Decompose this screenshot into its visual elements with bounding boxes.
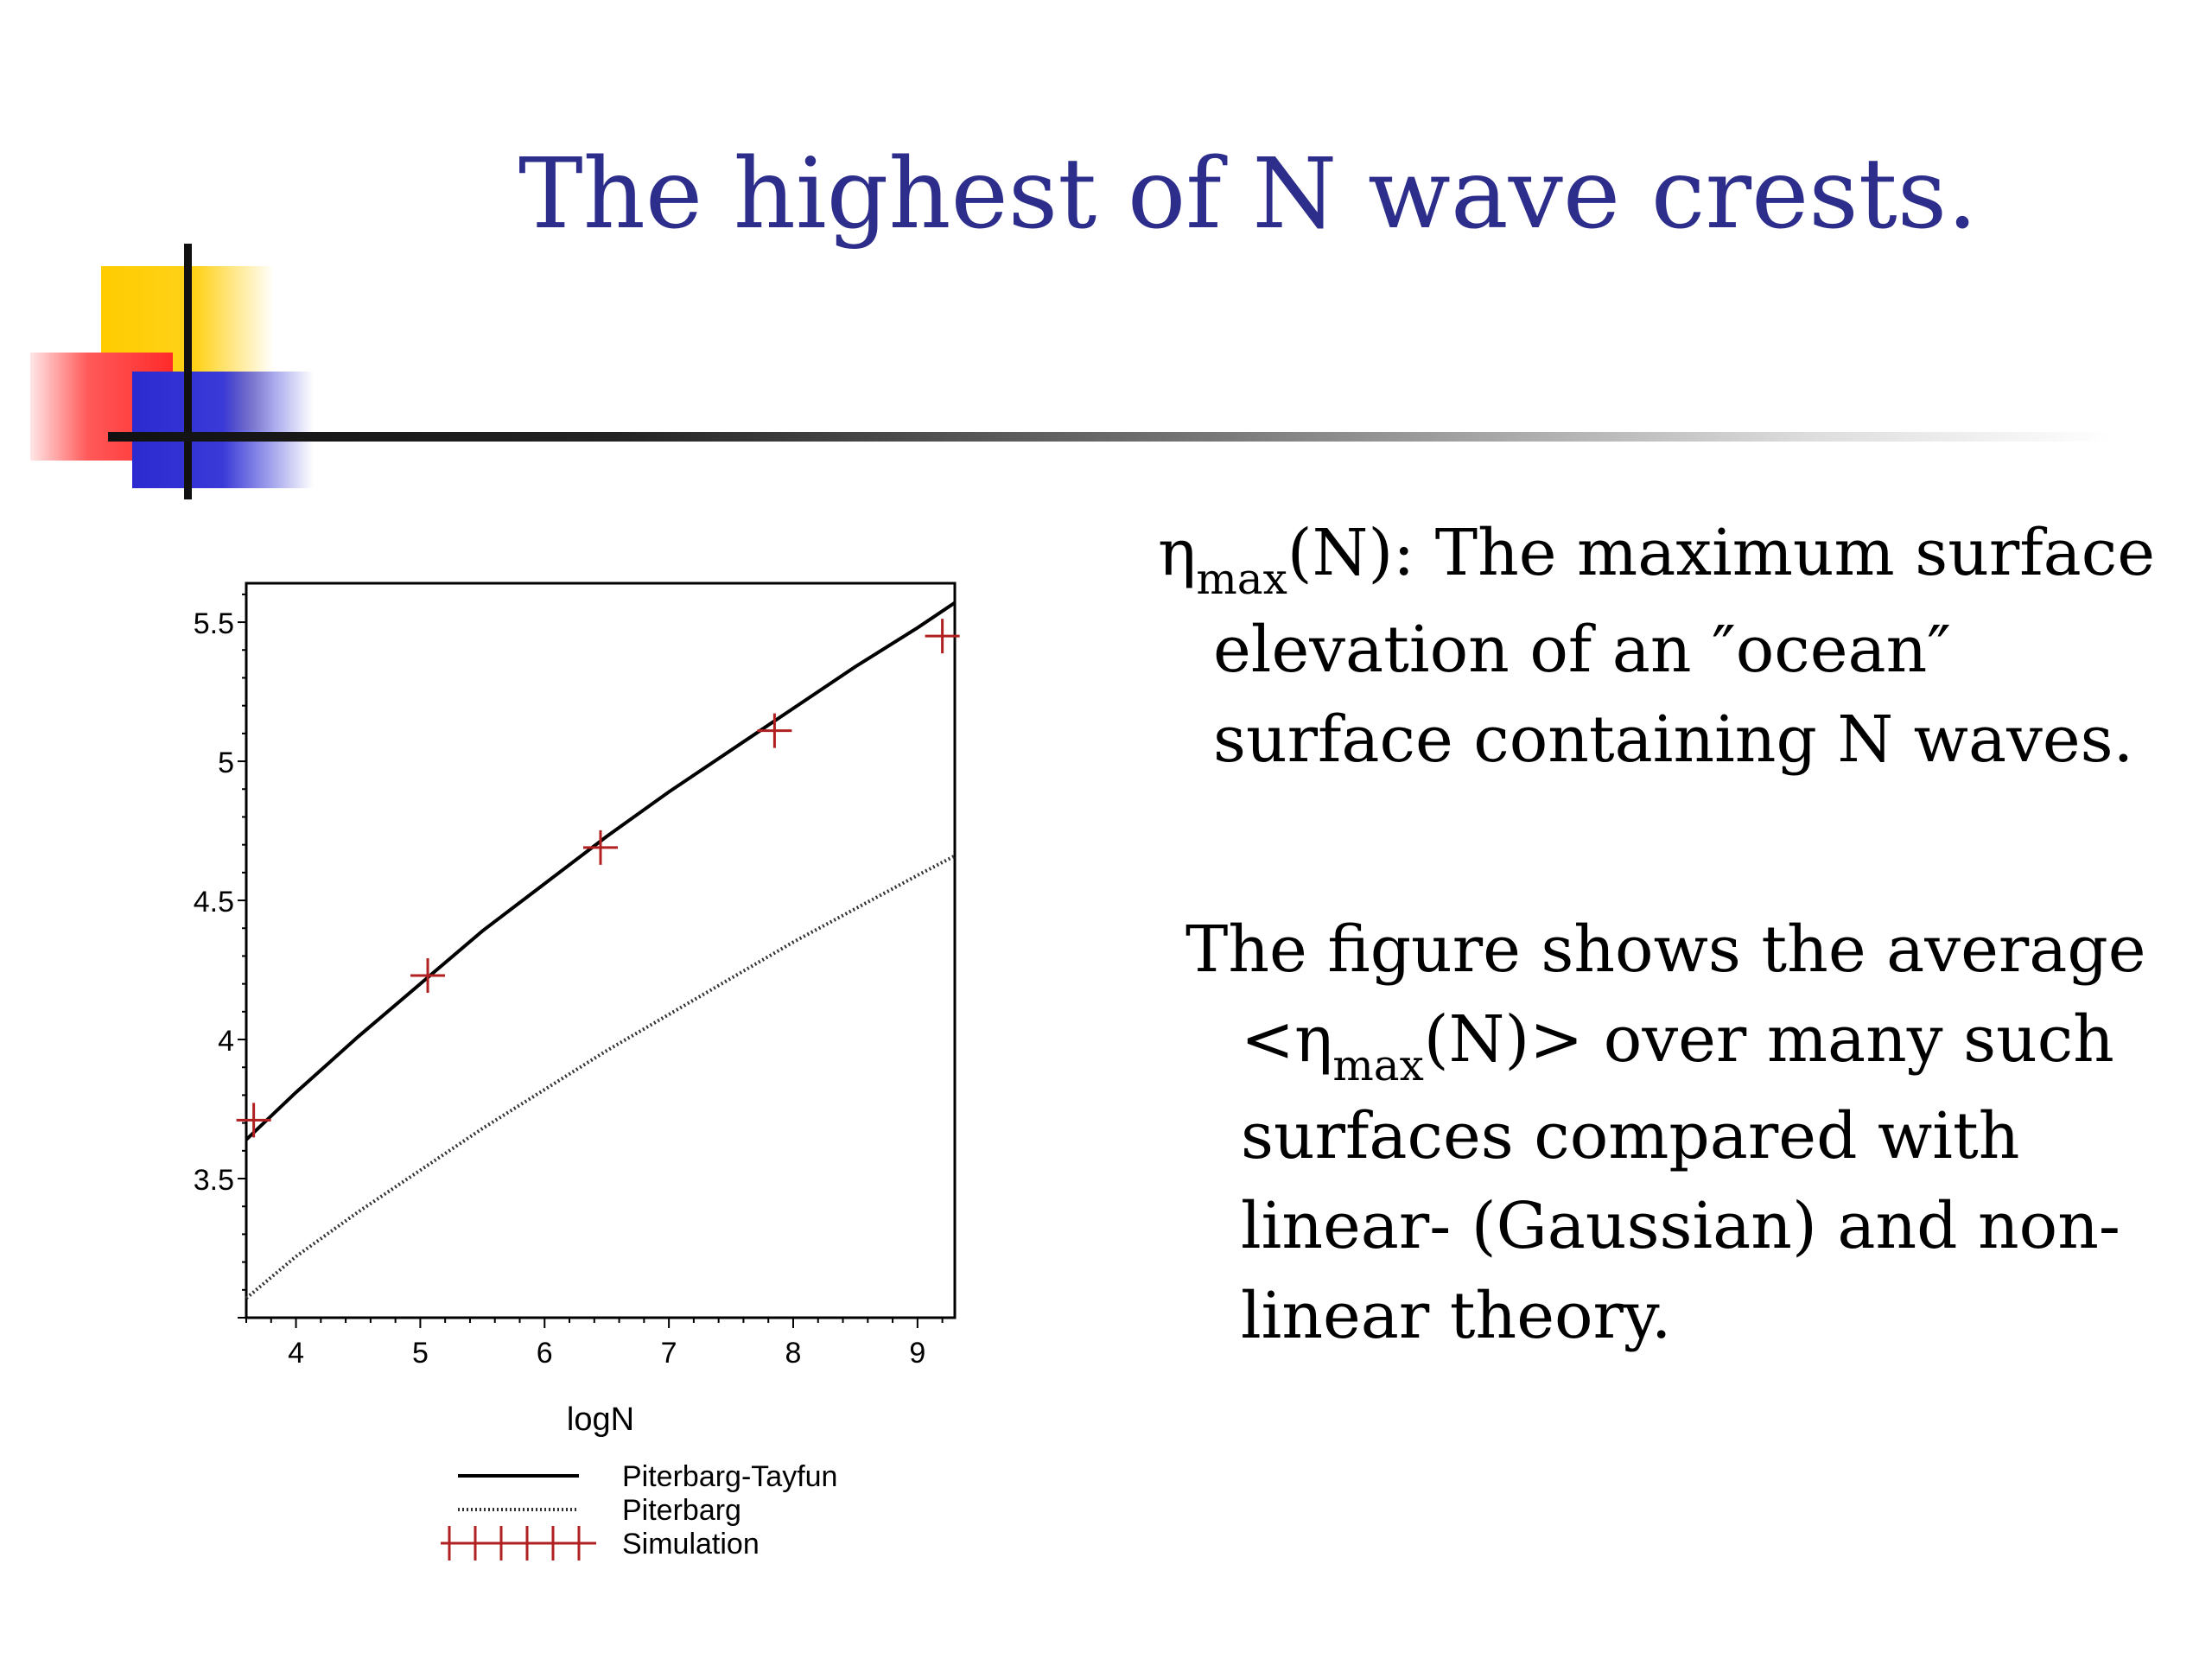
description-text-2: (N)> over many such — [1423, 1002, 2114, 1077]
description-line-3: surfaces compared with — [1241, 1099, 2020, 1173]
wave-crest-chart: 3.5 4 4.5 5 5.5 4 5 6 7 8 9 logN Piterbarg-Tayfun… — [194, 582, 960, 1560]
legend-label: Piterbarg — [622, 1494, 741, 1527]
x-tick-label: 8 — [785, 1337, 802, 1370]
eta-average-symbol: <η — [1241, 1002, 1333, 1077]
definition-line-3: surface containing N waves. — [1213, 702, 2134, 777]
x-axis: 4 5 6 7 8 9 — [245, 1318, 944, 1370]
x-tick-label: 4 — [288, 1337, 304, 1370]
simulation-point — [236, 1103, 271, 1138]
description-line-2: <ηmax(N)> over many such — [1185, 995, 2146, 1091]
description-line-4: linear- (Gaussian) and non- — [1241, 1189, 2120, 1263]
decor-horizontal-rule — [108, 432, 2113, 442]
max-subscript-2: max — [1332, 1040, 1424, 1090]
x-tick-label: 7 — [661, 1337, 677, 1370]
simulation-point — [925, 619, 960, 654]
x-tick-label: 5 — [412, 1337, 429, 1370]
x-axis-label: logN — [567, 1402, 634, 1438]
definition-line-2: elevation of an ″ocean″ — [1213, 613, 1951, 687]
slide-title: The highest of N wave crests. — [518, 138, 1978, 251]
description-paragraph: The figure shows the average <ηmax(N)> o… — [1185, 905, 2146, 1361]
plot-frame — [245, 582, 957, 1319]
y-tick-label: 5.5 — [194, 607, 234, 640]
description-line-5: linear theory. — [1241, 1279, 1672, 1353]
definition-paragraph: ηmax(N): The maximum surface elevation o… — [1158, 508, 2155, 785]
series-layer — [236, 601, 960, 1300]
y-tick-label: 4.5 — [194, 886, 234, 918]
legend-label: Simulation — [622, 1528, 760, 1560]
series-line-piterbarg-tayfun — [245, 601, 957, 1141]
y-tick-label: 3.5 — [194, 1164, 234, 1197]
eta-symbol: η — [1158, 516, 1197, 590]
x-tick-label: 6 — [537, 1337, 553, 1370]
y-axis: 3.5 4 4.5 5 5.5 — [194, 593, 246, 1319]
description-line-1: The figure shows the average — [1185, 912, 2146, 987]
decor-blue-square — [132, 372, 314, 488]
simulation-point — [410, 957, 446, 993]
legend-label: Piterbarg-Tayfun — [622, 1460, 837, 1493]
y-tick-label: 4 — [218, 1025, 234, 1058]
x-tick-label: 9 — [909, 1337, 925, 1370]
series-line-piterbarg — [245, 854, 956, 1300]
decor-vertical-line — [184, 244, 192, 499]
definition-text-1: (N): The maximum surface — [1287, 516, 2156, 590]
simulation-point — [757, 713, 792, 748]
definition-line-1: ηmax(N): The maximum surface — [1158, 508, 2155, 605]
max-subscript: max — [1196, 554, 1287, 604]
y-tick-label: 5 — [218, 747, 234, 779]
simulation-point — [583, 830, 618, 865]
